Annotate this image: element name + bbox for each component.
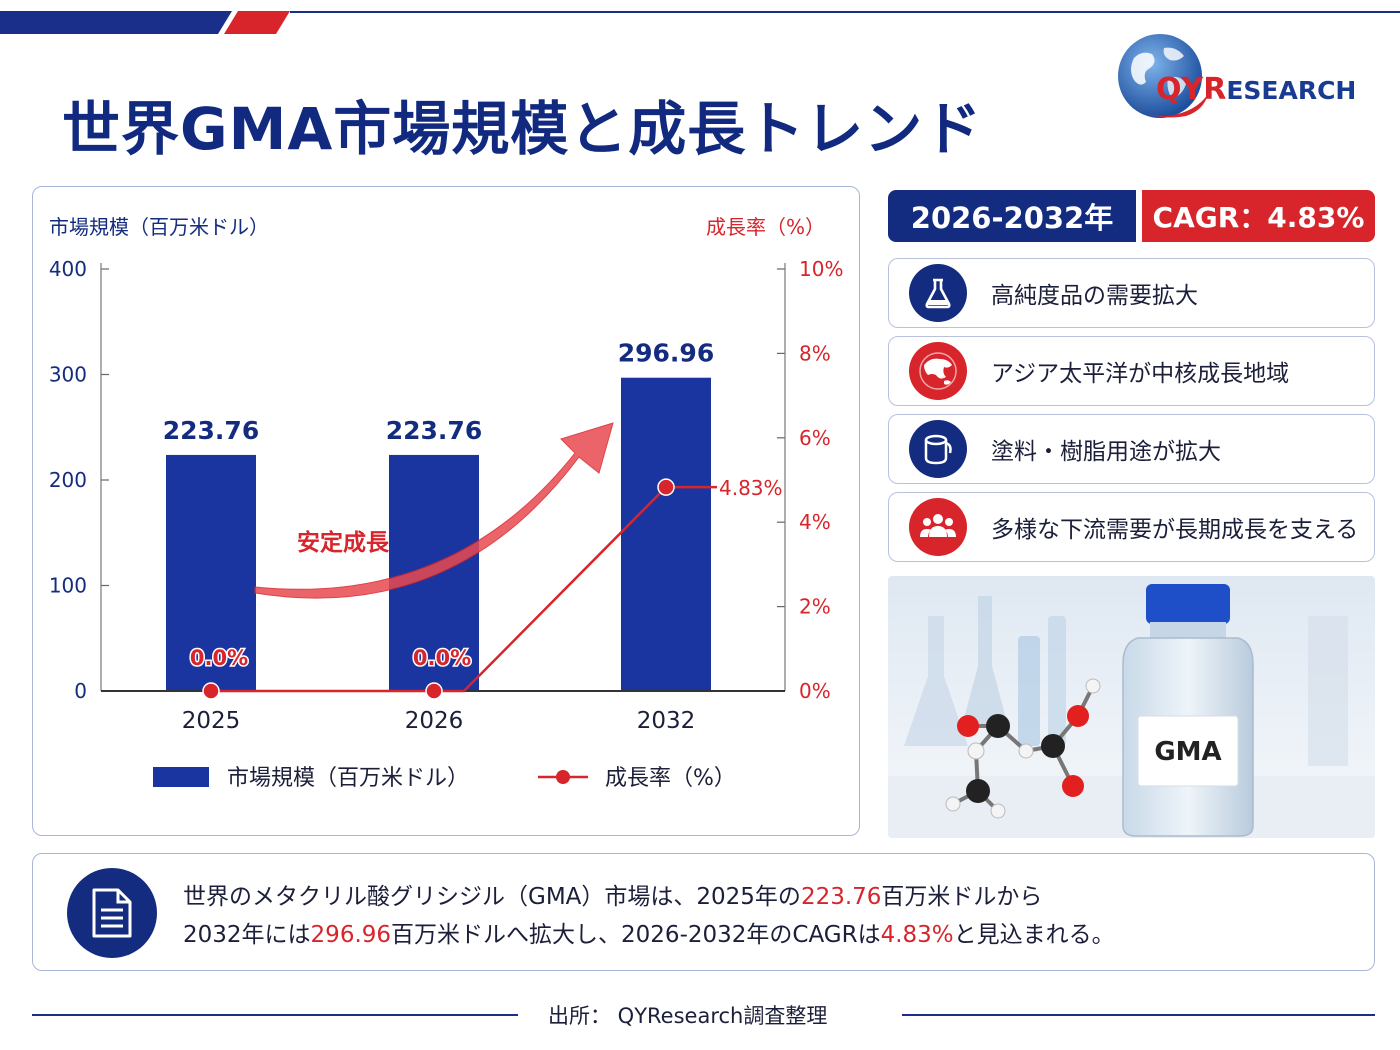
growth-rate-point-2025 [202, 682, 220, 700]
people-group-icon [909, 498, 967, 556]
y-right-tick-label: 0% [799, 679, 831, 703]
bar-2032 [621, 377, 711, 691]
summary-highlight-2032-value: 296.96 [310, 922, 392, 948]
feature-card-coatings-resins: 塗料・樹脂用途が拡大 [888, 414, 1375, 484]
summary-text: 世界のメタクリル酸グリシジル（GMA）市場は、2025年の223.76百万米ドル… [183, 878, 1115, 954]
summary-text-part: 百万米ドルへ拡大し、2026-2032年のCAGRは [391, 922, 881, 948]
y-axis-left-title: 市場規模（百万米ドル） [49, 215, 269, 239]
growth-arrow [254, 422, 614, 599]
feature-text: 塗料・樹脂用途が拡大 [991, 439, 1221, 465]
summary-text-part: 百万米ドルから [881, 884, 1043, 910]
legend-line-label: 成長率（%） [605, 766, 736, 791]
summary-card: 世界のメタクリル酸グリシジル（GMA）市場は、2025年の223.76百万米ドル… [32, 853, 1375, 971]
growth-rate-label: 0.0% [190, 646, 248, 670]
growth-rate-point-2032 [657, 478, 675, 496]
cagr-separator [1136, 190, 1142, 242]
legend-line-marker [556, 770, 570, 784]
logo-qy: QYR [1156, 72, 1227, 107]
market-size-chart: 市場規模（百万米ドル） 成長率（%） 0 100 200 300 400 0% 2% 4% 6% 8%… [49, 215, 844, 791]
molecule-model [945, 678, 1101, 819]
summary-text-part: 2032年には [183, 922, 311, 948]
summary-text-part: と見込まれる。 [953, 922, 1115, 948]
feature-card-asia-pacific: アジア太平洋が中核成長地域 [888, 336, 1375, 406]
y-right-tick-label: 10% [799, 257, 843, 281]
top-rule [290, 11, 1400, 13]
chart-card: 市場規模（百万米ドル） 成長率（%） 0 100 200 300 400 0% 2% 4% 6% 8%… [32, 186, 860, 836]
y-right-tick-label: 6% [799, 426, 831, 450]
y-left-tick-label: 400 [49, 257, 87, 281]
bottle-label: GMA [1154, 737, 1221, 767]
bar-value-label: 223.76 [163, 416, 259, 445]
footer-rule-right [902, 1014, 1375, 1016]
y-left-tick-label: 100 [49, 574, 87, 598]
y-left-tick-label: 0 [74, 679, 87, 703]
y-right-tick-label: 8% [799, 341, 831, 365]
top-decorative-band [0, 11, 290, 34]
y-left-tick-label: 200 [49, 468, 87, 492]
growth-rate-label: 0.0% [413, 646, 471, 670]
growth-rate-line [211, 485, 717, 693]
bar-2025 [166, 454, 256, 691]
asia-map-icon [909, 342, 967, 400]
gma-bottle: GMA [1122, 584, 1254, 837]
cagr-value: CAGR：4.83% [1142, 190, 1375, 242]
legend-bar-label: 市場規模（百万米ドル） [227, 766, 469, 791]
feature-card-downstream-demand: 多様な下流需要が長期成長を支える [888, 492, 1375, 562]
summary-line-1: 世界のメタクリル酸グリシジル（GMA）市場は、2025年の223.76百万米ドル… [183, 878, 1115, 916]
document-icon [67, 868, 157, 958]
flask-icon [909, 264, 967, 322]
lab-scene: GMA [888, 576, 1375, 838]
bar-value-label: 296.96 [618, 339, 714, 368]
annotation-stable-growth: 安定成長 [297, 529, 390, 556]
summary-highlight-2025-value: 223.76 [800, 884, 882, 910]
bar-value-label: 223.76 [386, 416, 482, 445]
source-note: 出所： QYResearch調査整理 [548, 1004, 828, 1028]
y-right-tick-label: 4% [799, 510, 831, 534]
x-tick-label: 2026 [405, 708, 464, 734]
summary-line-2: 2032年には296.96百万米ドルへ拡大し、2026-2032年のCAGRは4… [183, 916, 1115, 954]
y-right-tick-label: 2% [799, 595, 831, 619]
cagr-period: 2026-2032年 [888, 190, 1136, 242]
globe-icon [1118, 34, 1208, 118]
summary-text-part: 世界のメタクリル酸グリシジル（GMA）市場は、2025年の [183, 884, 801, 910]
feature-text: 高純度品の需要拡大 [991, 283, 1198, 309]
summary-highlight-cagr: 4.83% [880, 922, 954, 948]
logo-esearch: ESEARCH [1226, 76, 1357, 105]
page-title: 世界GMA市場規模と成長トレンド [62, 95, 983, 163]
legend-bar-swatch [153, 767, 209, 787]
qyresearch-logo: QYRESEARCH [1112, 28, 1372, 138]
y-axis-right-title: 成長率（%） [706, 215, 825, 239]
y-left-tick-label: 300 [49, 363, 87, 387]
footer-rule-left [32, 1014, 518, 1016]
growth-rate-label: 4.83% [719, 476, 783, 500]
lab-photo-gma-bottle: GMA [888, 576, 1375, 838]
paint-bucket-icon [909, 420, 967, 478]
growth-rate-point-2026 [425, 682, 443, 700]
feature-text: アジア太平洋が中核成長地域 [991, 361, 1290, 387]
cagr-banner: 2026-2032年 CAGR：4.83% [888, 190, 1375, 242]
logo-wordmark: QYRESEARCH [1156, 72, 1356, 107]
x-tick-label: 2025 [182, 708, 241, 734]
x-tick-label: 2032 [637, 708, 696, 734]
feature-text: 多様な下流需要が長期成長を支える [991, 517, 1359, 543]
feature-card-high-purity: 高純度品の需要拡大 [888, 258, 1375, 328]
